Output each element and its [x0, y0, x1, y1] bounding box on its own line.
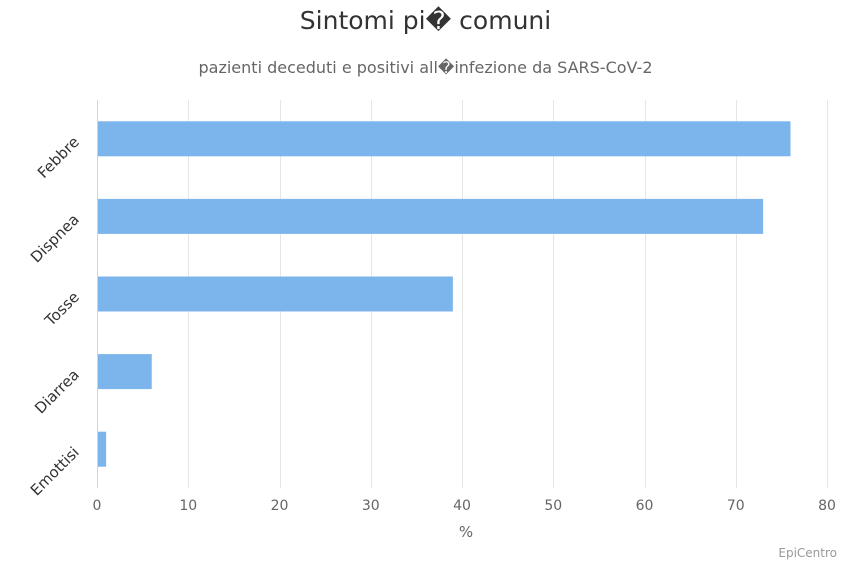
bar-diarrea[interactable] [98, 354, 152, 390]
x-tick-label-50: 50 [544, 498, 562, 514]
y-category-label-diarrea: Diarrea [31, 366, 83, 418]
x-tick-label-0: 0 [93, 498, 102, 514]
chart-title: Sintomi pi� comuni [299, 6, 552, 35]
bar-tosse[interactable] [98, 276, 453, 312]
bars [98, 121, 791, 467]
x-tick-label-40: 40 [453, 498, 471, 514]
y-category-label-emottisi: Emottisi [27, 443, 83, 499]
x-tick-label-80: 80 [818, 498, 836, 514]
bar-dispnea[interactable] [98, 198, 764, 234]
bar-febbre[interactable] [98, 121, 791, 157]
x-axis-title: % [459, 523, 473, 541]
x-tick-label-20: 20 [271, 498, 289, 514]
y-category-label-dispnea: Dispnea [27, 211, 83, 267]
x-tick-label-10: 10 [179, 498, 197, 514]
chart-subtitle: pazienti deceduti e positivi all�infezio… [198, 58, 653, 77]
credits-link[interactable]: EpiCentro [778, 546, 837, 560]
bar-emottisi[interactable] [98, 431, 107, 467]
x-tick-label-30: 30 [362, 498, 380, 514]
x-tick-label-60: 60 [636, 498, 654, 514]
y-category-label-febbre: Febbre [34, 133, 83, 182]
tick-labels: 0 10 20 30 40 50 60 70 80 Febbre Dispnea Tosse Diarr… [27, 133, 836, 514]
x-tick-label-70: 70 [727, 498, 745, 514]
y-category-label-tosse: Tosse [41, 288, 83, 330]
